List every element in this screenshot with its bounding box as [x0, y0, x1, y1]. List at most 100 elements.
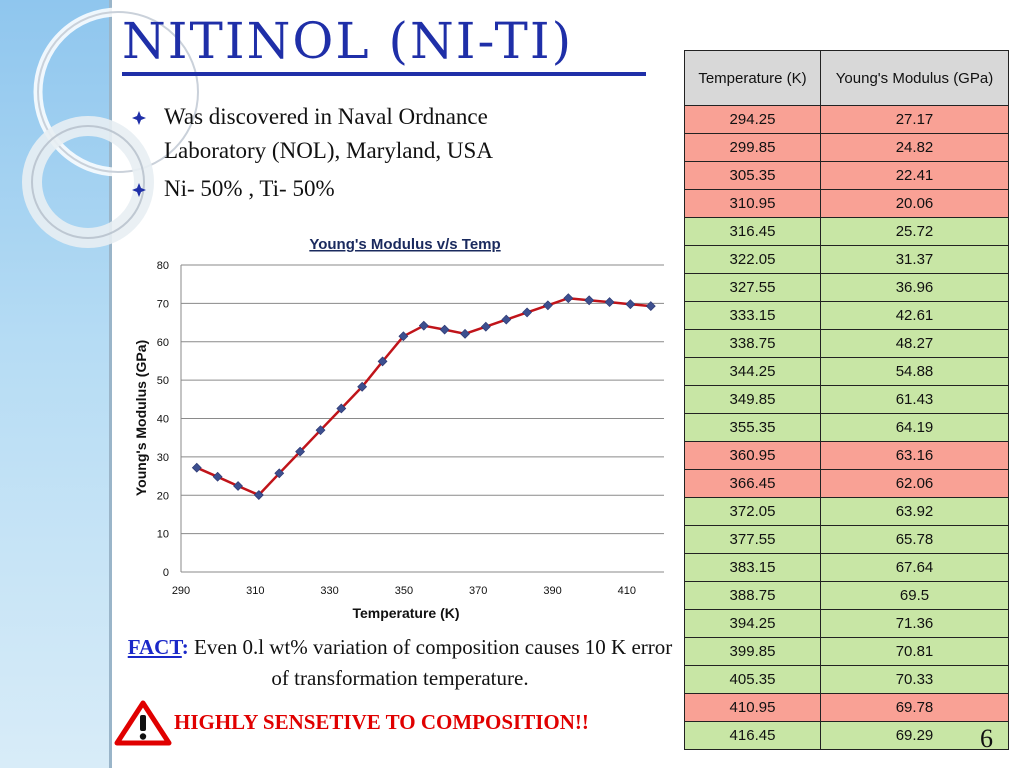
fact-note: FACT: Even 0.l wt% variation of composit… — [124, 632, 676, 694]
cell-modulus: 63.16 — [820, 441, 1009, 470]
header-modulus: Young's Modulus (GPa) — [820, 50, 1009, 106]
cell-temperature: 322.05 — [684, 245, 821, 274]
cell-temperature: 410.95 — [684, 693, 821, 722]
cell-modulus: 22.41 — [820, 161, 1009, 190]
fact-colon: : — [181, 635, 189, 659]
table-row: 294.25 27.17 — [684, 105, 1009, 134]
cell-modulus: 36.96 — [820, 273, 1009, 302]
cell-temperature: 355.35 — [684, 413, 821, 442]
x-tick-label: 390 — [543, 585, 561, 597]
fact-text: Even 0.l wt% variation of composition ca… — [188, 635, 673, 690]
y-tick-label: 50 — [157, 375, 169, 387]
table-row: 310.95 20.06 — [684, 189, 1009, 218]
x-tick-label: 290 — [172, 585, 190, 597]
cell-temperature: 344.25 — [684, 357, 821, 386]
page-number: 6 — [980, 724, 993, 753]
y-tick-label: 30 — [157, 452, 169, 464]
y-tick-label: 70 — [157, 298, 169, 310]
data-point — [315, 425, 326, 436]
cell-modulus: 65.78 — [820, 525, 1009, 554]
y-tick-label: 60 — [157, 337, 169, 349]
cell-temperature: 349.85 — [684, 385, 821, 414]
cell-temperature: 333.15 — [684, 301, 821, 330]
data-point — [501, 314, 512, 325]
y-tick-label: 10 — [157, 529, 169, 541]
table-row: 305.35 22.41 — [684, 161, 1009, 190]
decorative-rings — [22, 7, 200, 248]
cell-temperature: 310.95 — [684, 189, 821, 218]
cell-temperature: 299.85 — [684, 133, 821, 162]
y-axis-label: Young's Modulus (GPa) — [133, 340, 149, 496]
table-row: 349.85 61.43 — [684, 385, 1009, 414]
data-point — [274, 468, 285, 479]
y-tick-label: 80 — [157, 260, 169, 272]
header-temperature: Temperature (K) — [684, 50, 821, 106]
table-row: 410.95 69.78 — [684, 693, 1009, 722]
data-point — [253, 490, 264, 500]
data-point — [645, 301, 656, 312]
cell-temperature: 316.45 — [684, 217, 821, 246]
cell-temperature: 327.55 — [684, 273, 821, 302]
y-tick-label: 40 — [157, 414, 169, 426]
bullet-text-line2: Laboratory (NOL), Maryland, USA — [164, 138, 493, 163]
cell-modulus: 63.92 — [820, 497, 1009, 526]
bullet-item: Ni- 50% , Ti- 50% — [132, 172, 592, 206]
data-point — [377, 356, 388, 367]
data-point — [625, 299, 636, 310]
table-row: 383.15 67.64 — [684, 553, 1009, 582]
table-row: 405.35 70.33 — [684, 665, 1009, 694]
cell-modulus: 70.81 — [820, 637, 1009, 666]
bullet-list: Was discovered in Naval Ordnance Laborat… — [132, 100, 592, 210]
table-row: 322.05 31.37 — [684, 245, 1009, 274]
bullet-text-line1: Ni- 50% , Ti- 50% — [164, 176, 335, 201]
cell-modulus: 61.43 — [820, 385, 1009, 414]
data-point — [398, 331, 409, 342]
table-row: 316.45 25.72 — [684, 217, 1009, 246]
cell-modulus: 67.64 — [820, 553, 1009, 582]
cell-temperature: 388.75 — [684, 581, 821, 610]
table-row: 416.45 69.29 — [684, 721, 1009, 750]
cell-temperature: 338.75 — [684, 329, 821, 358]
table-row: 366.45 62.06 — [684, 469, 1009, 498]
x-tick-label: 370 — [469, 585, 487, 597]
x-axis-label: Temperature (K) — [352, 605, 459, 621]
table-row: 377.55 65.78 — [684, 525, 1009, 554]
data-point — [212, 471, 223, 482]
cell-temperature: 366.45 — [684, 469, 821, 498]
cell-temperature: 416.45 — [684, 721, 821, 750]
cell-temperature: 294.25 — [684, 105, 821, 134]
warning-triangle-icon — [114, 700, 172, 746]
cell-modulus: 69.5 — [820, 581, 1009, 610]
table-row: 355.35 64.19 — [684, 413, 1009, 442]
x-tick-label: 410 — [618, 585, 636, 597]
table-row: 338.75 48.27 — [684, 329, 1009, 358]
table-row: 394.25 71.36 — [684, 609, 1009, 638]
data-point — [604, 297, 615, 308]
data-point — [542, 300, 553, 311]
cell-temperature: 305.35 — [684, 161, 821, 190]
youngs-modulus-chart: Young's Modulus v/s Temp 0 10 20 30 40 50 60 70… — [133, 236, 664, 621]
chart-title: Young's Modulus v/s Temp — [309, 236, 500, 253]
table-row: 360.95 63.16 — [684, 441, 1009, 470]
data-point — [418, 320, 429, 331]
diamond-bullet-icon — [132, 183, 146, 197]
modulus-table: Temperature (K) Young's Modulus (GPa) 29… — [684, 50, 1009, 750]
cell-modulus: 64.19 — [820, 413, 1009, 442]
cell-modulus: 69.78 — [820, 693, 1009, 722]
table-row: 333.15 42.61 — [684, 301, 1009, 330]
data-point — [584, 295, 595, 306]
y-tick-label: 0 — [163, 567, 169, 579]
data-point — [336, 403, 347, 414]
cell-modulus: 54.88 — [820, 357, 1009, 386]
y-tick-label: 20 — [157, 490, 169, 502]
cell-temperature: 383.15 — [684, 553, 821, 582]
cell-modulus: 42.61 — [820, 301, 1009, 330]
data-point — [522, 307, 533, 318]
cell-modulus: 25.72 — [820, 217, 1009, 246]
table-row: 372.05 63.92 — [684, 497, 1009, 526]
data-point — [563, 293, 574, 304]
diamond-bullet-icon — [132, 111, 146, 125]
table-header-row: Temperature (K) Young's Modulus (GPa) — [684, 50, 1009, 106]
data-point — [295, 446, 306, 457]
cell-modulus: 27.17 — [820, 105, 1009, 134]
